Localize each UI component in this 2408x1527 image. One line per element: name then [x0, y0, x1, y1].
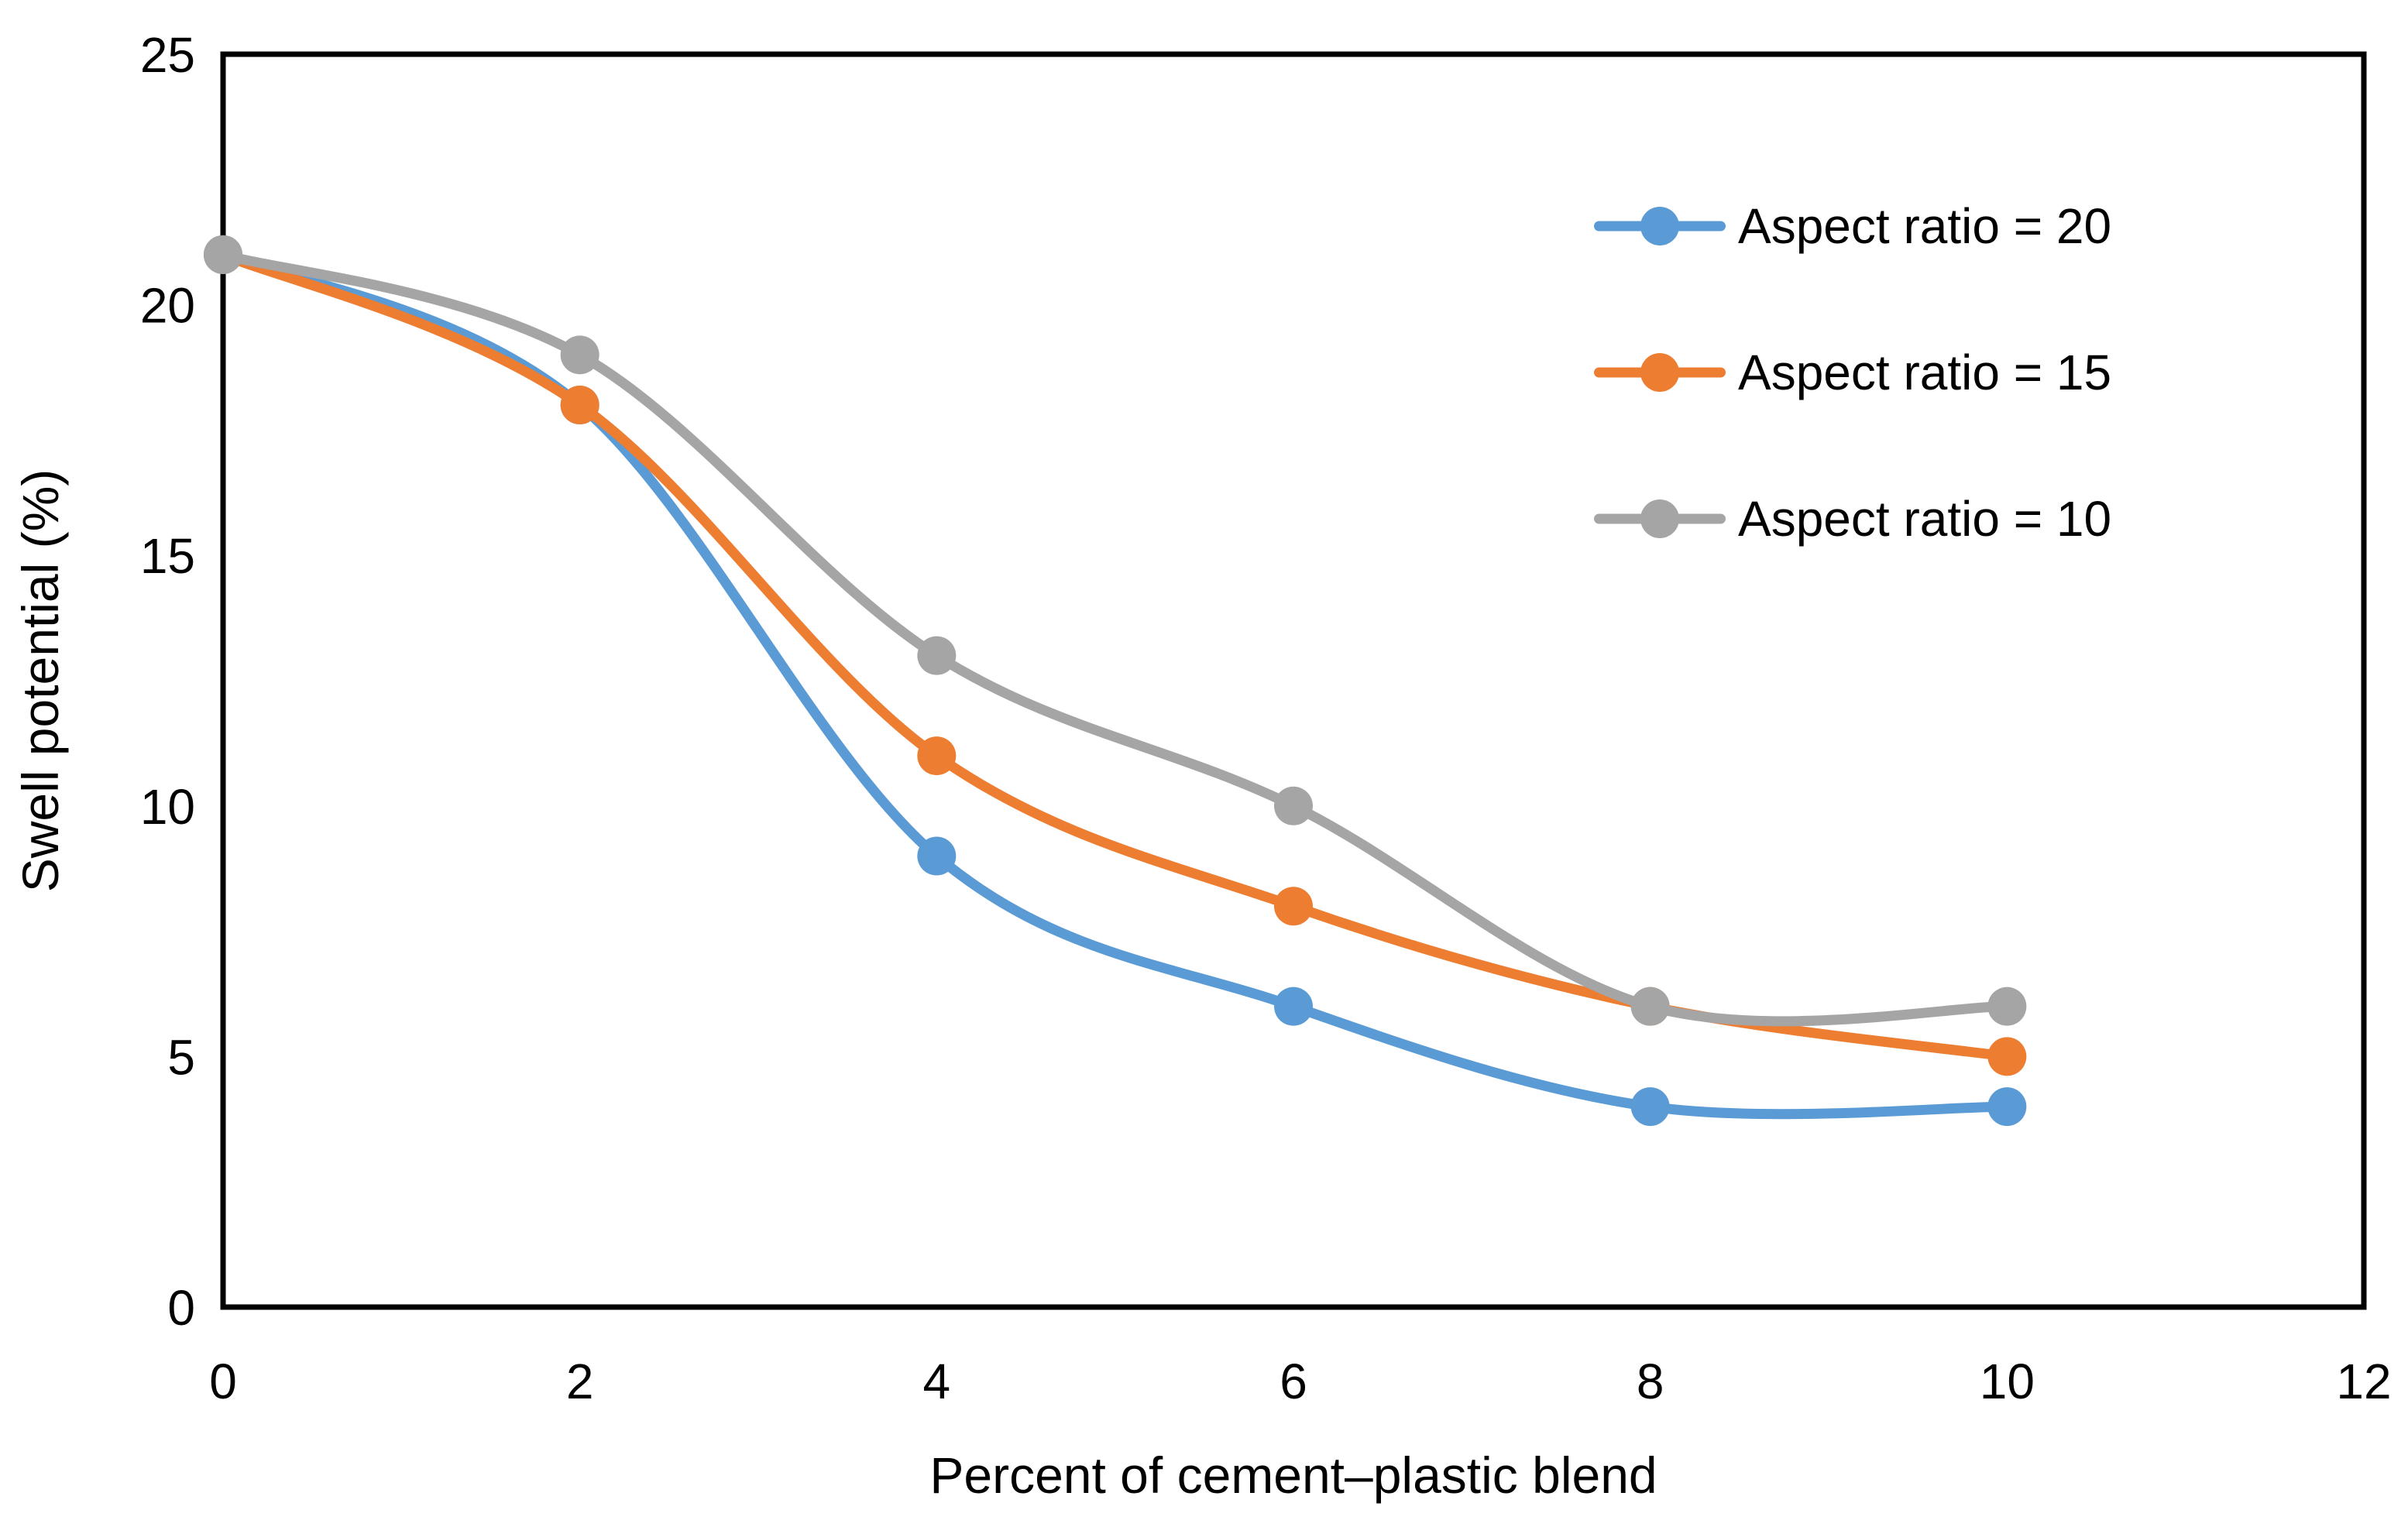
- y-tick-label: 20: [140, 278, 195, 334]
- y-tick-label: 15: [140, 528, 195, 584]
- series-marker: [1987, 987, 2027, 1026]
- series-marker: [1987, 1087, 2027, 1127]
- plot-border: [220, 51, 2367, 1310]
- series-line-2: [218, 249, 2012, 1027]
- x-tick-label: 10: [1980, 1354, 2035, 1409]
- series-marker: [204, 235, 242, 274]
- series-marker: [1274, 887, 1313, 926]
- x-tick-label: 2: [566, 1354, 594, 1409]
- x-tick-label: 8: [1637, 1354, 1664, 1409]
- x-tick-label: 12: [2336, 1354, 2391, 1409]
- legend-label: Aspect ratio = 10: [1738, 491, 2112, 547]
- series-marker: [560, 386, 599, 425]
- legend-marker-icon: [1594, 337, 1726, 408]
- series-marker: [1987, 1037, 2027, 1076]
- series-marker: [1630, 1087, 1670, 1127]
- legend-item: Aspect ratio = 10: [1594, 483, 2111, 554]
- legend-item: Aspect ratio = 15: [1594, 337, 2111, 408]
- series-marker: [1274, 786, 1313, 825]
- y-axis-title: Swell potential (%): [12, 468, 69, 893]
- series-marker: [1630, 987, 1670, 1026]
- x-tick-label: 4: [923, 1354, 951, 1409]
- series-marker: [917, 836, 957, 876]
- y-tick-label: 10: [140, 779, 195, 835]
- y-tick-label: 25: [140, 27, 195, 83]
- x-tick-label: 0: [209, 1354, 237, 1409]
- x-tick-label: 6: [1280, 1354, 1307, 1409]
- legend-label: Aspect ratio = 15: [1738, 345, 2112, 400]
- y-tick-label: 0: [167, 1280, 195, 1336]
- x-axis-title: Percent of cement–plastic blend: [929, 1446, 1657, 1504]
- legend-marker-icon: [1594, 483, 1726, 554]
- series-marker: [560, 335, 599, 375]
- y-tick-label: 5: [167, 1029, 195, 1085]
- legend-item: Aspect ratio = 20: [1594, 190, 2111, 262]
- series-marker: [917, 636, 957, 675]
- legend: Aspect ratio = 20 Aspect ratio = 15 Aspe…: [1594, 190, 2111, 554]
- series-marker: [917, 736, 957, 776]
- legend-label: Aspect ratio = 20: [1738, 198, 2112, 254]
- series-marker: [1274, 987, 1313, 1026]
- legend-marker-icon: [1594, 190, 1726, 262]
